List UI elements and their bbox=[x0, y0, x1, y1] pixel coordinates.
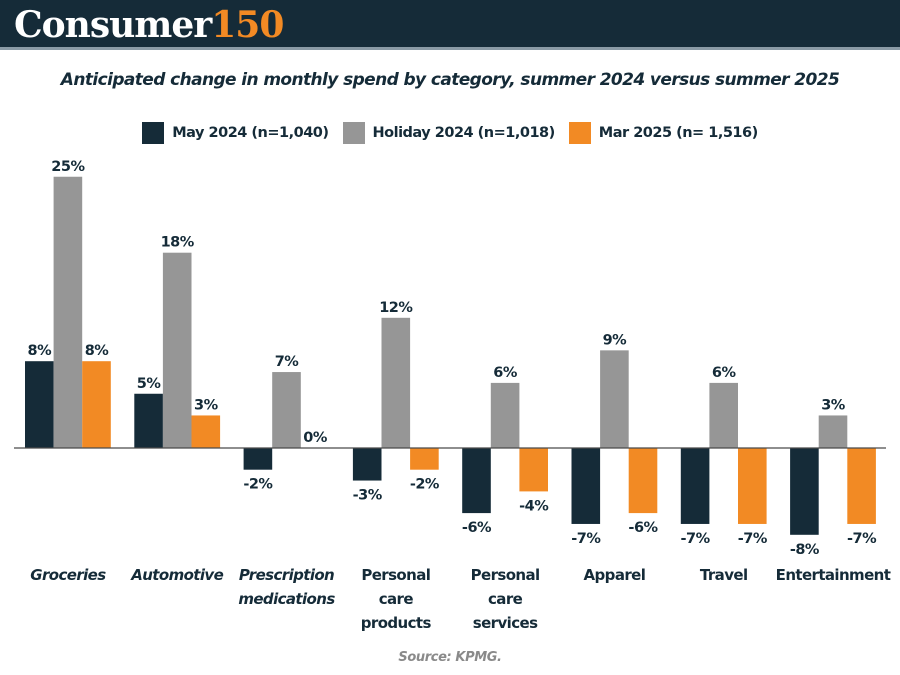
data-label: 12% bbox=[379, 300, 413, 316]
data-label: -2% bbox=[410, 477, 440, 493]
category-label-personal-care-services: care bbox=[488, 590, 523, 608]
data-label: -4% bbox=[519, 498, 549, 514]
data-label: -7% bbox=[681, 531, 711, 547]
bar-personal-care-services-holiday-2024 bbox=[490, 382, 520, 448]
bar-travel-may-2024 bbox=[680, 448, 710, 524]
source-note: Source: KPMG. bbox=[398, 650, 502, 665]
category-label-prescription-medications: Prescription bbox=[239, 566, 334, 584]
legend-label-may-2024: May 2024 (n=1,040) bbox=[172, 125, 329, 141]
data-label: -7% bbox=[738, 531, 768, 547]
data-label: 8% bbox=[27, 343, 52, 359]
category-label-travel: Travel bbox=[700, 566, 748, 584]
data-label: 8% bbox=[85, 343, 110, 359]
bar-entertainment-holiday-2024 bbox=[818, 415, 848, 448]
data-label: 6% bbox=[493, 365, 518, 381]
legend-swatch-holiday-2024 bbox=[342, 122, 365, 144]
category-label-apparel: Apparel bbox=[584, 566, 646, 584]
legend-label-holiday-2024: Holiday 2024 (n=1,018) bbox=[372, 125, 556, 141]
bar-groceries-may-2024 bbox=[25, 361, 54, 448]
bar-personal-care-services-mar-2025 bbox=[519, 448, 548, 492]
bar-automotive-mar-2025 bbox=[191, 415, 221, 448]
data-label: 7% bbox=[275, 354, 300, 370]
data-label: -3% bbox=[353, 488, 383, 504]
brand-name: Consumer bbox=[14, 4, 212, 46]
legend-item-mar-2025: Mar 2025 (n= 1,516) bbox=[568, 122, 758, 144]
data-label: 3% bbox=[821, 397, 846, 413]
bar-prescription-medications-holiday-2024 bbox=[272, 372, 301, 448]
category-label-entertainment: Entertainment bbox=[776, 566, 891, 584]
legend-swatch-mar-2025 bbox=[568, 122, 591, 144]
bar-travel-mar-2025 bbox=[738, 448, 767, 524]
brand-number: 150 bbox=[211, 4, 284, 46]
legend-swatch-may-2024 bbox=[142, 122, 165, 144]
bar-entertainment-mar-2025 bbox=[847, 448, 876, 524]
bar-personal-care-products-mar-2025 bbox=[410, 448, 439, 470]
data-label: 5% bbox=[137, 376, 162, 392]
data-label: 0% bbox=[303, 430, 328, 446]
bar-prescription-medications-may-2024 bbox=[243, 448, 273, 470]
brand-logo: Consumer150 bbox=[14, 3, 284, 47]
bar-groceries-holiday-2024 bbox=[53, 176, 83, 448]
data-label: -8% bbox=[790, 542, 820, 558]
category-label-personal-care-services: services bbox=[473, 614, 538, 632]
category-label-groceries: Groceries bbox=[30, 566, 106, 584]
bar-automotive-may-2024 bbox=[134, 393, 163, 448]
bar-entertainment-may-2024 bbox=[790, 448, 819, 535]
category-label-prescription-medications: medications bbox=[238, 590, 335, 608]
chart-title: Anticipated change in monthly spend by c… bbox=[60, 70, 840, 90]
bar-groceries-mar-2025 bbox=[82, 361, 111, 448]
legend-label-mar-2025: Mar 2025 (n= 1,516) bbox=[598, 125, 758, 141]
data-label: -6% bbox=[462, 520, 492, 536]
data-label: 6% bbox=[712, 365, 737, 381]
bar-automotive-holiday-2024 bbox=[162, 252, 192, 448]
legend-item-may-2024: May 2024 (n=1,040) bbox=[142, 122, 329, 144]
data-label: -7% bbox=[571, 531, 601, 547]
category-label-personal-care-products: care bbox=[379, 590, 414, 608]
category-label-automotive: Automotive bbox=[130, 566, 223, 584]
category-label-personal-care-products: Personal bbox=[361, 566, 430, 584]
data-label: 3% bbox=[194, 397, 219, 413]
data-label: 25% bbox=[51, 159, 85, 175]
bar-personal-care-services-may-2024 bbox=[462, 448, 491, 514]
data-label: -6% bbox=[628, 520, 658, 536]
data-label: -2% bbox=[243, 477, 273, 493]
bar-apparel-may-2024 bbox=[571, 448, 601, 524]
header-divider bbox=[0, 47, 900, 50]
data-label: 18% bbox=[161, 235, 195, 251]
bar-travel-holiday-2024 bbox=[709, 382, 738, 448]
chart-legend: May 2024 (n=1,040) Holiday 2024 (n=1,018… bbox=[0, 122, 900, 144]
brand-header: Consumer150 bbox=[0, 0, 900, 50]
category-label-personal-care-services: Personal bbox=[471, 566, 540, 584]
legend-item-holiday-2024: Holiday 2024 (n=1,018) bbox=[342, 122, 556, 144]
category-label-personal-care-products: products bbox=[361, 614, 432, 632]
bar-apparel-mar-2025 bbox=[628, 448, 658, 514]
bar-personal-care-products-holiday-2024 bbox=[381, 317, 411, 448]
data-label: 9% bbox=[603, 332, 628, 348]
bar-personal-care-products-may-2024 bbox=[352, 448, 382, 481]
bar-apparel-holiday-2024 bbox=[600, 350, 629, 448]
data-label: -7% bbox=[847, 531, 877, 547]
